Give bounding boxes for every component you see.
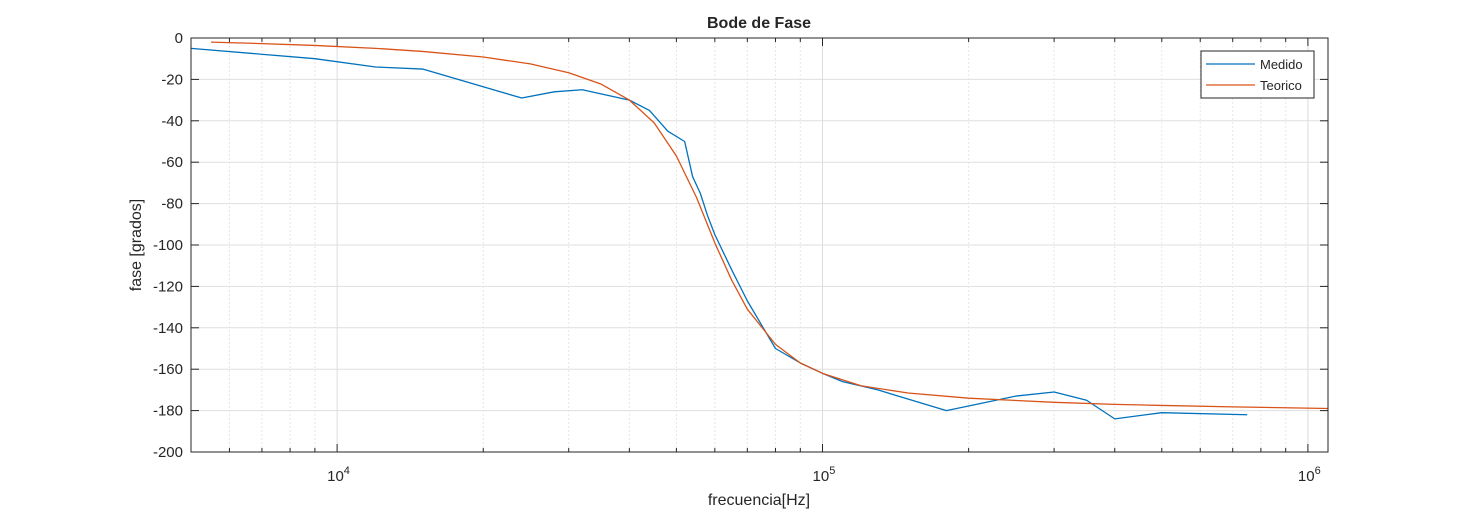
y-tick-label: -40 bbox=[161, 113, 183, 130]
series-line-medido bbox=[190, 47, 1248, 420]
x-axis-label: frecuencia[Hz] bbox=[708, 492, 810, 509]
y-tick-label: -100 bbox=[153, 237, 183, 254]
x-tick-labels: 104 105 106 bbox=[327, 465, 1321, 485]
grid bbox=[190, 37, 1328, 453]
x-tick-label: 105 bbox=[813, 465, 836, 485]
legend-box bbox=[1200, 50, 1315, 99]
y-tick-label: -60 bbox=[161, 154, 183, 171]
y-tick-label: -120 bbox=[153, 278, 183, 295]
y-tick-label: 0 bbox=[175, 30, 183, 47]
y-tick-labels: 0 -20 -40 -60 -80 -100 -120 -140 -160 -180 -200 bbox=[153, 30, 183, 461]
y-tick-label: -140 bbox=[153, 320, 183, 337]
series-layer bbox=[190, 41, 1329, 420]
legend: Medido Teorico bbox=[1200, 50, 1315, 99]
y-tick-label: -80 bbox=[161, 196, 183, 213]
legend-label-medido: Medido bbox=[1260, 57, 1303, 72]
y-axis-label: fase [grados] bbox=[128, 199, 145, 292]
chart-title: Bode de Fase bbox=[707, 15, 811, 32]
x-tick-label: 106 bbox=[1298, 465, 1321, 485]
series-line-teorico bbox=[211, 41, 1329, 410]
y-tick-label: -180 bbox=[153, 403, 183, 420]
y-tick-label: -160 bbox=[153, 361, 183, 378]
x-tick-label: 104 bbox=[327, 465, 350, 485]
legend-label-teorico: Teorico bbox=[1260, 78, 1302, 93]
plot-frame bbox=[190, 37, 1329, 453]
y-tick-label: -20 bbox=[161, 71, 183, 88]
y-tick-label: -200 bbox=[153, 444, 183, 461]
